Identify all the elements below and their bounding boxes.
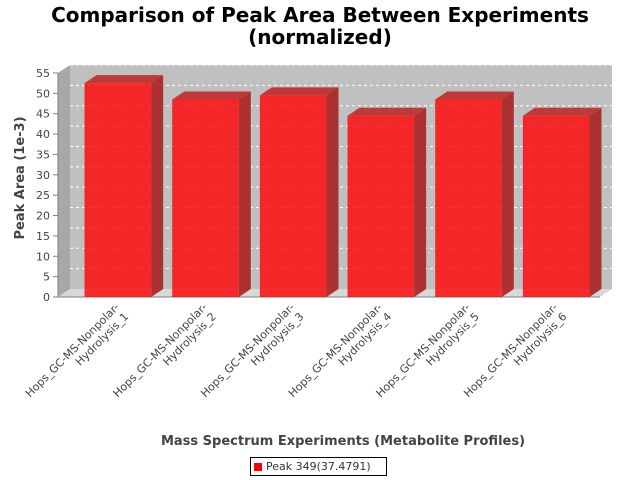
bar-side	[414, 107, 427, 297]
y-tick-label: 55	[36, 67, 50, 80]
chart-title-line-1: Comparison of Peak Area Between Experime…	[51, 3, 589, 27]
y-tick-label: 35	[36, 148, 50, 161]
y-tick-label: 0	[43, 291, 50, 304]
y-tick-label: 25	[36, 189, 50, 202]
bar	[522, 115, 590, 297]
bar	[435, 99, 502, 298]
bar-top	[522, 107, 602, 116]
legend-swatch	[254, 462, 262, 471]
bar-side	[501, 91, 514, 298]
y-tick-label: 5	[43, 271, 50, 284]
bar-side	[151, 75, 164, 297]
bar-top	[84, 75, 164, 84]
y-tick-label: 45	[36, 108, 50, 121]
bar-side	[326, 87, 339, 298]
y-tick-label: 15	[36, 230, 50, 243]
bar	[347, 115, 415, 297]
y-tick-label: 50	[36, 87, 50, 100]
legend: Peak 349(37.4791)	[250, 457, 387, 476]
bar-top	[172, 91, 251, 100]
chart-title-line-2: (normalized)	[248, 25, 392, 49]
bar	[84, 83, 152, 297]
x-axis-label: Mass Spectrum Experiments (Metabolite Pr…	[161, 434, 525, 449]
bar	[172, 99, 239, 298]
bar-top	[435, 91, 514, 100]
bar-top	[347, 107, 427, 116]
y-tick-label: 40	[36, 128, 50, 141]
bar	[259, 95, 327, 298]
y-tick-label: 10	[36, 250, 50, 263]
y-axis-label: Peak Area (1e-3)	[13, 116, 28, 239]
legend-label: Peak 349(37.4791)	[266, 460, 371, 473]
y-tick-label: 20	[36, 210, 50, 223]
bar-top	[259, 87, 339, 96]
y-tick-label: 30	[36, 169, 50, 182]
bar-side	[589, 107, 602, 297]
plot-left-wall	[58, 65, 70, 297]
bar-side	[238, 91, 251, 298]
